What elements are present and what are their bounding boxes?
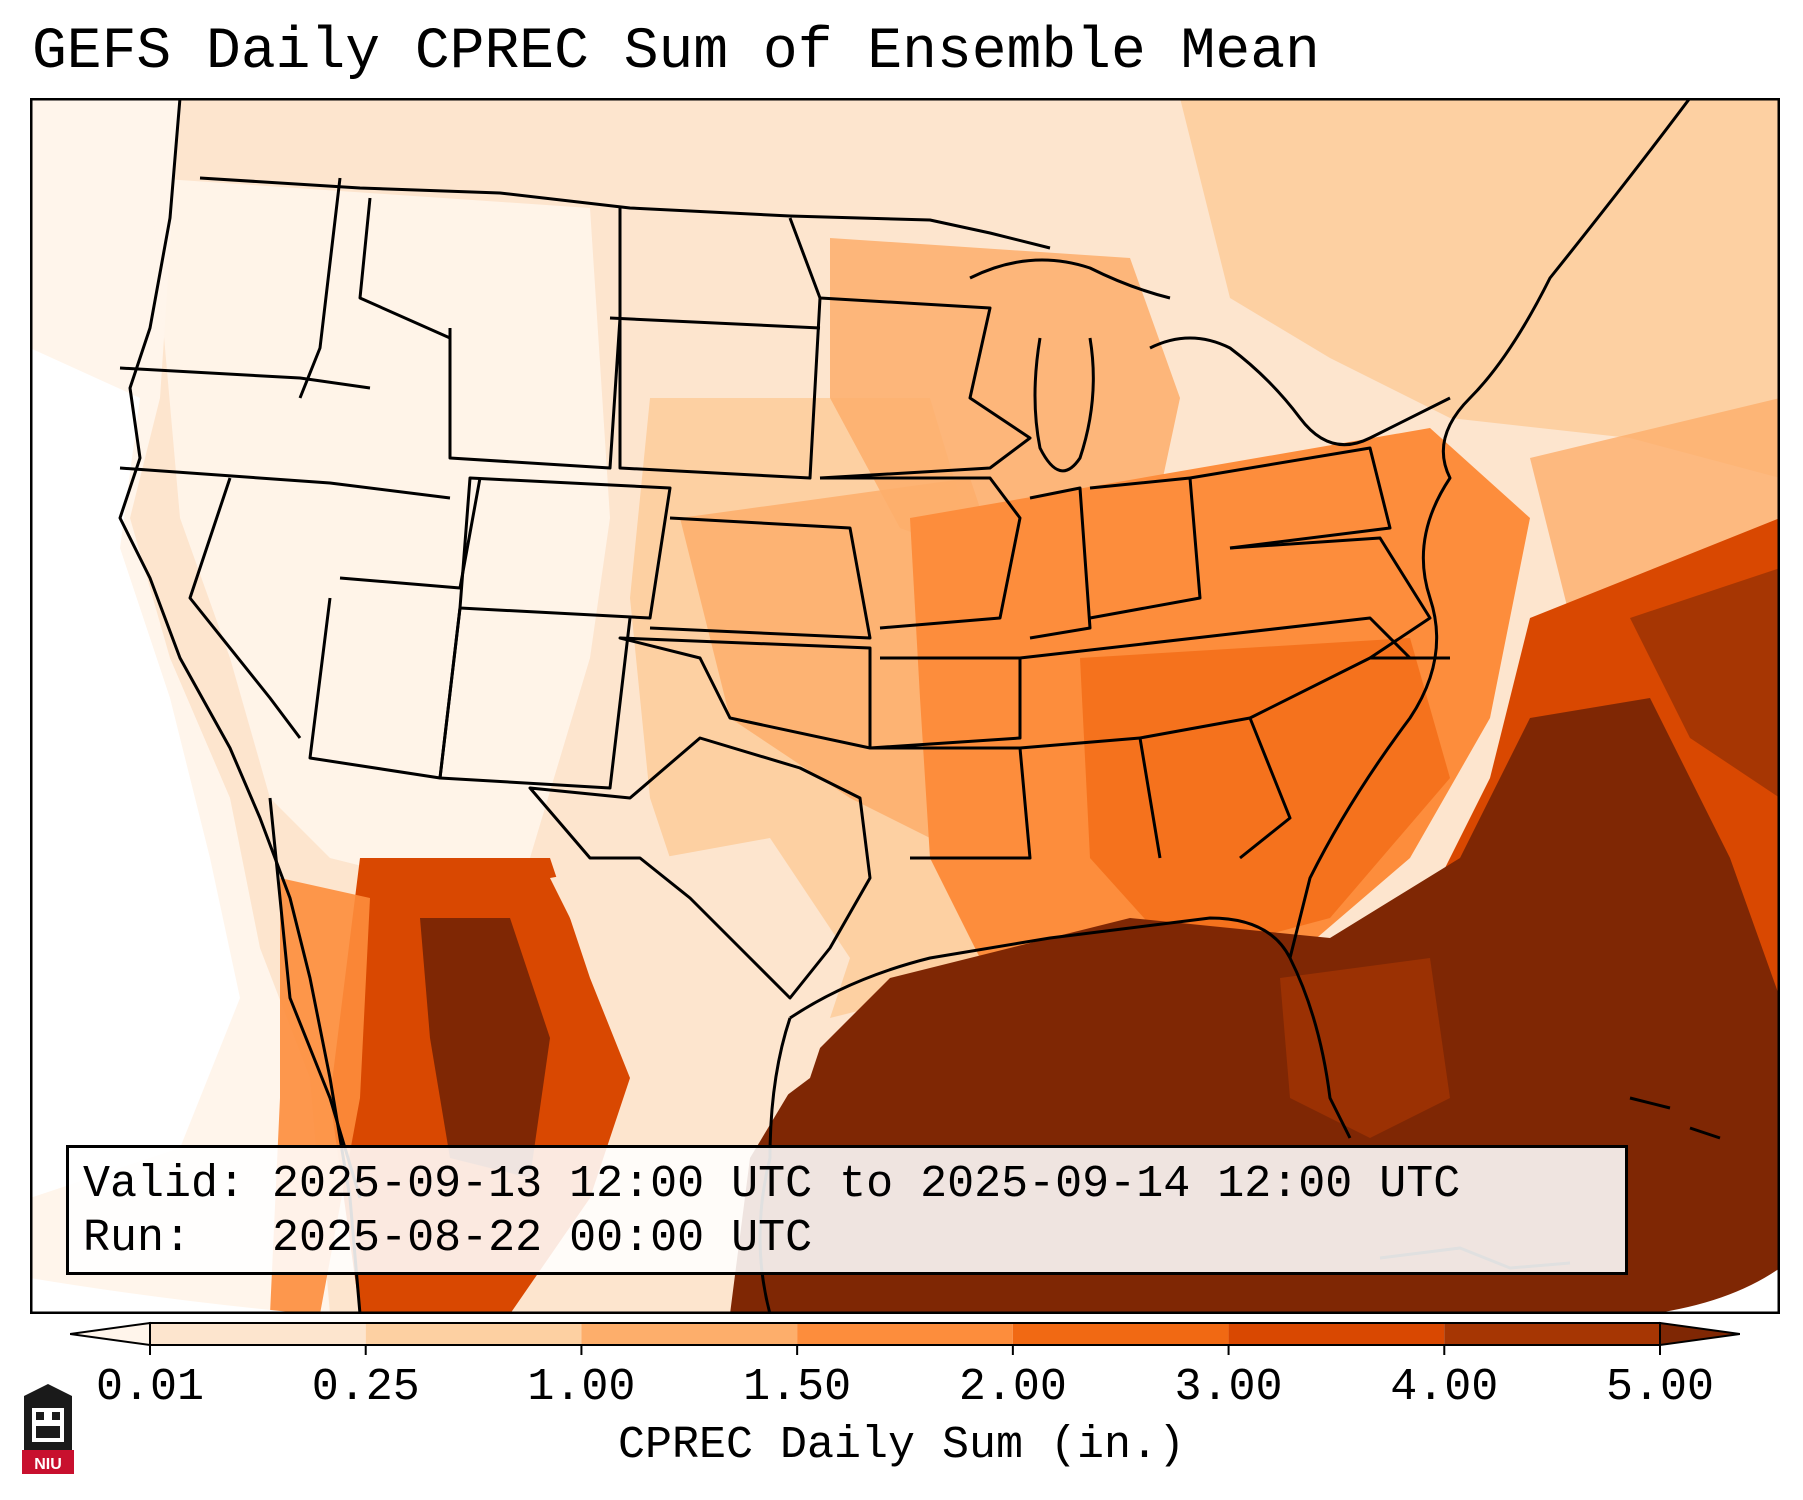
colorbar-scale bbox=[69, 1321, 1741, 1355]
colorbar-segment bbox=[1228, 1323, 1445, 1345]
colorbar-tick-label: 5.00 bbox=[1605, 1362, 1715, 1413]
colorbar-tick-label: 1.00 bbox=[527, 1362, 636, 1413]
colorbar-segment bbox=[581, 1323, 798, 1345]
state-line-pa bbox=[1189, 446, 1392, 550]
colorbar-tick-label: 0.01 bbox=[95, 1362, 205, 1413]
run-value: 2025-08-22 00:00 UTC bbox=[272, 1213, 813, 1264]
precip-pacific-dry bbox=[30, 348, 240, 1198]
state-line-or-ca bbox=[119, 366, 371, 390]
state-line-mo bbox=[820, 476, 1022, 630]
state-line-ar bbox=[869, 656, 1022, 750]
state-line-il-in bbox=[1029, 486, 1092, 640]
projection-edge-sw bbox=[30, 1278, 311, 1314]
east-coastline bbox=[1288, 98, 1692, 1139]
colorbar-tick-label: 0.25 bbox=[311, 1362, 420, 1413]
valid-run-info-box: Valid: 2025-09-13 12:00 UTC to 2025-09-1… bbox=[66, 1145, 1628, 1275]
run-line: Run: 2025-08-22 00:00 UTC bbox=[83, 1212, 1611, 1266]
colorbar-frame bbox=[149, 1322, 1661, 1346]
colorbar-segment bbox=[797, 1323, 1013, 1345]
precip-texas bbox=[550, 838, 850, 1138]
colorbar-tick-label: 3.00 bbox=[1174, 1362, 1283, 1413]
precip-florida bbox=[1280, 958, 1450, 1138]
state-line-ut bbox=[339, 477, 482, 590]
state-line-nm bbox=[438, 607, 632, 790]
valid-line: Valid: 2025-09-13 12:00 UTC to 2025-09-1… bbox=[83, 1158, 1611, 1212]
state-line-co bbox=[458, 476, 672, 620]
us-canada-border bbox=[199, 176, 1051, 250]
precipitation-map bbox=[30, 98, 1780, 1314]
lake-superior-shore bbox=[969, 258, 1171, 300]
projection-edge-se bbox=[1650, 1268, 1780, 1314]
state-line-tx bbox=[528, 736, 872, 1000]
state-line-nd-sd bbox=[609, 316, 821, 330]
bahamas-islands bbox=[1629, 1096, 1721, 1140]
niu-logo-icon: NIU bbox=[20, 1382, 76, 1476]
colorbar-segment bbox=[1012, 1323, 1229, 1345]
precip-canada-east bbox=[1180, 98, 1780, 478]
precip-interior-west bbox=[150, 178, 610, 888]
state-line-nv bbox=[188, 477, 302, 739]
state-line-nc bbox=[1249, 656, 1450, 720]
state-line-wa-id bbox=[298, 177, 342, 399]
valid-label: Valid: bbox=[83, 1159, 246, 1210]
lake-huron-erie-shore bbox=[1149, 336, 1451, 447]
colorbar-tick-label: 1.50 bbox=[743, 1362, 852, 1413]
colorbar-segment bbox=[150, 1323, 366, 1345]
state-line-wy bbox=[448, 317, 622, 470]
state-line-oh bbox=[1089, 476, 1202, 620]
state-line-va bbox=[1229, 536, 1432, 660]
valid-value: 2025-09-13 12:00 UTC to 2025-09-14 12:00… bbox=[272, 1159, 1461, 1210]
state-line-ok bbox=[618, 636, 872, 750]
colorbar-segment bbox=[365, 1323, 582, 1345]
svg-text:NIU: NIU bbox=[34, 1456, 62, 1473]
state-line-la bbox=[870, 746, 1032, 860]
precip-upper-midwest bbox=[830, 238, 1180, 568]
map-title: GEFS Daily CPREC Sum of Ensemble Mean bbox=[32, 20, 1320, 85]
precip-mexico-core bbox=[420, 918, 550, 1178]
map-border bbox=[30, 98, 1780, 1314]
colorbar bbox=[69, 1313, 1741, 1473]
colorbar-extend-low bbox=[69, 1321, 151, 1347]
state-line-nv-id bbox=[119, 466, 451, 500]
gulf-coastline bbox=[789, 916, 1292, 1020]
colorbar-extend-high bbox=[1659, 1321, 1741, 1347]
state-line-tn-ky bbox=[1019, 616, 1412, 660]
west-coastline bbox=[118, 98, 362, 1314]
colorbar-tick-label: 2.00 bbox=[958, 1362, 1067, 1413]
political-borders bbox=[118, 98, 1721, 1314]
run-label: Run: bbox=[83, 1213, 192, 1264]
state-line-mn-ia bbox=[819, 296, 1032, 480]
precip-southeast-core bbox=[1080, 638, 1450, 958]
state-line-dakotas bbox=[618, 208, 822, 480]
precip-atlantic-core bbox=[1630, 568, 1780, 798]
colorbar-tick-label: 4.00 bbox=[1390, 1362, 1499, 1413]
state-line-ga bbox=[1139, 716, 1292, 860]
colorbar-title: CPREC Daily Sum (in.) bbox=[617, 1420, 1186, 1471]
baja-coastline bbox=[268, 797, 362, 1199]
lake-michigan-shore bbox=[1033, 337, 1095, 473]
state-line-ks bbox=[649, 516, 872, 640]
colorbar-segment bbox=[1444, 1323, 1660, 1345]
